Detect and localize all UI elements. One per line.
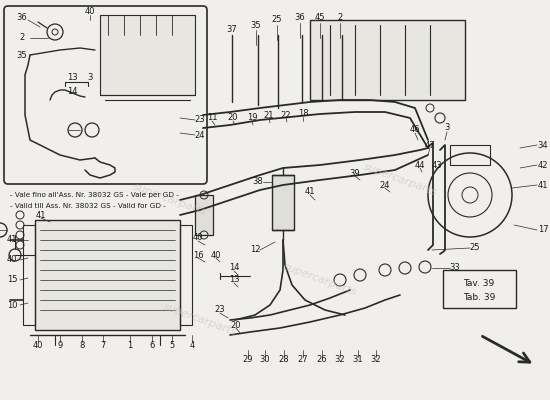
Text: 41: 41 <box>7 236 17 244</box>
Text: 26: 26 <box>317 356 327 364</box>
Text: 31: 31 <box>353 356 364 364</box>
Text: 38: 38 <box>252 178 263 186</box>
Text: 12: 12 <box>250 246 260 254</box>
Text: 4: 4 <box>189 340 195 350</box>
Text: 1: 1 <box>128 340 133 350</box>
Text: 15: 15 <box>7 276 17 284</box>
Text: 40: 40 <box>7 256 17 264</box>
Text: 39: 39 <box>350 168 360 178</box>
Text: supercarparts: supercarparts <box>362 162 438 198</box>
Text: - Valid till Ass. Nr. 38032 GS - Valid for GD -: - Valid till Ass. Nr. 38032 GS - Valid f… <box>10 203 166 209</box>
Text: 37: 37 <box>227 26 238 34</box>
Text: Tab. 39: Tab. 39 <box>463 294 495 302</box>
Text: 24: 24 <box>379 180 390 190</box>
Text: 32: 32 <box>371 356 381 364</box>
Text: 33: 33 <box>450 264 460 272</box>
Bar <box>443 270 516 308</box>
Text: 22: 22 <box>280 110 292 120</box>
Text: 18: 18 <box>298 110 309 118</box>
Text: supercarparts: supercarparts <box>162 302 238 338</box>
Text: 35: 35 <box>251 20 261 30</box>
Text: 42: 42 <box>538 160 548 170</box>
Text: 10: 10 <box>7 300 17 310</box>
Text: supercarparts: supercarparts <box>132 182 208 218</box>
Text: 44: 44 <box>415 160 425 170</box>
Text: 25: 25 <box>272 16 282 24</box>
Text: 9: 9 <box>57 340 63 350</box>
Text: 25: 25 <box>470 244 480 252</box>
Text: 6: 6 <box>149 340 155 350</box>
Text: 2: 2 <box>19 34 25 42</box>
Text: 36: 36 <box>295 14 305 22</box>
Text: 40: 40 <box>211 250 221 260</box>
Text: 45: 45 <box>315 14 325 22</box>
Text: 46: 46 <box>410 126 420 134</box>
Text: 34: 34 <box>538 140 548 150</box>
Text: 7: 7 <box>100 340 106 350</box>
Text: 14: 14 <box>229 264 239 272</box>
Text: - Vale fino all'Ass. Nr. 38032 GS - Vale per GD -: - Vale fino all'Ass. Nr. 38032 GS - Vale… <box>10 192 179 198</box>
Text: 20: 20 <box>231 320 241 330</box>
Text: 3: 3 <box>444 124 450 132</box>
Bar <box>180 225 192 325</box>
Text: 20: 20 <box>228 114 238 122</box>
Text: 8: 8 <box>79 340 85 350</box>
Text: 40: 40 <box>85 8 95 16</box>
Text: 36: 36 <box>16 14 28 22</box>
Text: 5: 5 <box>169 340 175 350</box>
Text: 35: 35 <box>16 50 28 60</box>
Bar <box>450 145 490 165</box>
Text: 2: 2 <box>337 14 343 22</box>
Text: 47: 47 <box>425 140 435 150</box>
Text: 14: 14 <box>67 88 77 96</box>
Bar <box>23 225 35 325</box>
Text: supercarparts: supercarparts <box>282 262 358 298</box>
Text: 32: 32 <box>335 356 345 364</box>
Text: 27: 27 <box>298 356 309 364</box>
Text: 16: 16 <box>192 250 204 260</box>
Text: 13: 13 <box>67 74 78 82</box>
Bar <box>35 220 180 330</box>
Text: 23: 23 <box>195 116 205 124</box>
Text: 29: 29 <box>243 356 253 364</box>
Text: 21: 21 <box>264 112 274 120</box>
Text: Tav. 39: Tav. 39 <box>463 280 494 288</box>
Text: 24: 24 <box>195 130 205 140</box>
Text: 3: 3 <box>87 74 93 82</box>
Text: 41: 41 <box>305 188 315 196</box>
Text: 19: 19 <box>247 114 257 122</box>
Text: 13: 13 <box>229 276 239 284</box>
Bar <box>310 20 465 100</box>
Text: 43: 43 <box>432 160 442 170</box>
Bar <box>100 15 195 95</box>
Text: 40: 40 <box>33 340 43 350</box>
Text: 17: 17 <box>538 226 548 234</box>
Text: 40: 40 <box>192 234 204 242</box>
Text: 41: 41 <box>538 180 548 190</box>
Text: 41: 41 <box>36 210 46 220</box>
Bar <box>195 195 213 235</box>
Text: 23: 23 <box>214 306 225 314</box>
Text: 30: 30 <box>260 356 270 364</box>
Bar <box>272 175 294 230</box>
Text: 28: 28 <box>279 356 289 364</box>
Text: 11: 11 <box>207 114 217 122</box>
